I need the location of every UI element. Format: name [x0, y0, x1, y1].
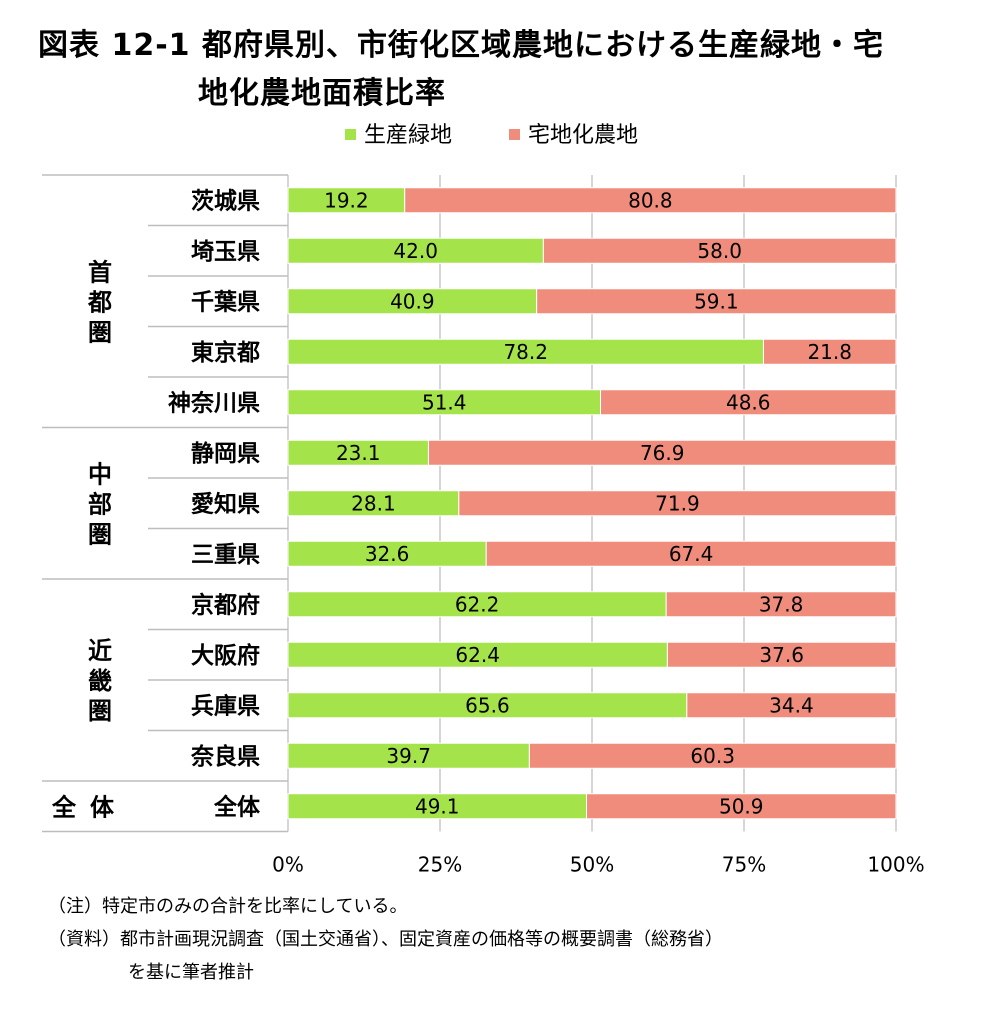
legend-label-green: 生産緑地	[364, 123, 453, 148]
bar-segment	[287, 793, 588, 820]
group-label-char: 圏	[88, 318, 112, 346]
x-tick-label: 50%	[570, 853, 614, 877]
bar-segment	[287, 187, 406, 214]
data-label: 42.0	[393, 239, 438, 263]
data-label: 37.6	[759, 643, 804, 667]
legend-item-green: 生産緑地	[345, 118, 452, 154]
source-text-2: を基に筆者推計	[128, 962, 254, 983]
data-label: 62.2	[455, 592, 500, 616]
x-tick-label: 100%	[867, 853, 924, 877]
chart-title: 図表 12-1 都府県別、市街化区域農地における生産緑地・宅 地化農地面積比率	[38, 22, 884, 118]
bar-segment	[287, 237, 544, 264]
bar-segment	[287, 540, 487, 567]
group-label-char: 中	[88, 460, 112, 488]
chart-plot: 0% 25% 50% 75% 100% 19.2 80.8 茨城県 42.0 58.0 埼玉県 40.…	[42, 174, 925, 877]
category-label: 東京都	[191, 339, 260, 366]
data-label: 60.3	[690, 744, 735, 768]
data-label: 21.8	[807, 340, 852, 364]
bar-segment	[287, 389, 602, 416]
data-label: 71.9	[655, 491, 700, 515]
category-label: 三重県	[191, 542, 260, 568]
data-label: 59.1	[694, 289, 739, 313]
data-label: 58.0	[697, 239, 742, 263]
category-label: 全体	[213, 793, 261, 820]
bar-segment	[600, 389, 897, 416]
bar-segment	[458, 490, 897, 517]
data-label: 39.7	[386, 744, 431, 768]
x-tick-label: 0%	[272, 853, 304, 877]
data-label: 76.9	[640, 441, 685, 465]
bar-segment	[287, 338, 764, 365]
group-label-char: 都	[87, 288, 112, 316]
category-label: 大阪府	[191, 642, 260, 669]
group-label-char: 畿	[88, 667, 112, 695]
bar-segment	[528, 742, 897, 769]
data-label: 67.4	[669, 542, 714, 566]
data-label: 62.4	[455, 643, 500, 667]
bar-segment	[542, 237, 897, 264]
group-label-char: 圏	[88, 520, 112, 548]
legend-swatch-green	[345, 128, 356, 140]
data-label: 28.1	[351, 491, 396, 515]
category-label: 愛知県	[191, 490, 260, 517]
group-label-char: 圏	[88, 697, 112, 725]
x-tick-label: 25%	[418, 853, 462, 877]
bar-segment	[404, 187, 897, 214]
legend-label-red: 宅地化農地	[528, 123, 639, 148]
data-label: 19.2	[324, 188, 369, 212]
bar-segment	[665, 591, 897, 618]
legend: 生産緑地 宅地化農地	[0, 118, 986, 154]
group-label-char: 部	[88, 490, 112, 518]
data-label: 23.1	[336, 441, 381, 465]
data-label: 49.1	[415, 794, 460, 818]
category-label: 京都府	[191, 591, 260, 618]
bar-segment	[427, 439, 897, 466]
category-label: 兵庫県	[191, 692, 260, 719]
bar-segment	[666, 641, 897, 668]
bar-segment	[287, 439, 429, 466]
bar-segment	[536, 288, 897, 315]
data-label: 48.6	[726, 390, 771, 414]
data-label: 40.9	[390, 289, 435, 313]
bar-segment	[485, 540, 897, 567]
category-label: 千葉県	[191, 289, 260, 315]
chart-title-line2: 地化農地面積比率	[198, 76, 446, 111]
data-label: 51.4	[422, 390, 467, 414]
group-label-char: 近	[88, 637, 112, 665]
category-label: 静岡県	[191, 440, 260, 467]
category-label: 埼玉県	[191, 239, 260, 265]
notes: （注）特定市のみの合計を比率にしている。 （資料）都市計画現況調査（国土交通省）…	[48, 890, 723, 989]
category-label: 茨城県	[191, 187, 260, 214]
bar-segment	[686, 692, 897, 719]
bar-segment	[287, 742, 530, 769]
bar-segment	[762, 338, 897, 365]
data-label: 37.8	[759, 592, 804, 616]
category-label: 奈良県	[190, 743, 260, 770]
data-label: 78.2	[503, 340, 548, 364]
data-label: 50.9	[719, 794, 764, 818]
data-label: 65.6	[465, 693, 510, 717]
chart-title-line1: 図表 12-1 都府県別、市街化区域農地における生産緑地・宅	[38, 28, 884, 63]
category-label: 神奈川県	[168, 389, 260, 416]
bar-segment	[287, 288, 538, 315]
data-label: 80.8	[628, 188, 673, 212]
legend-swatch-red	[509, 128, 520, 140]
bar-segment	[287, 692, 688, 719]
source-text-1: （資料）都市計画現況調査（国土交通省）、固定資産の価格等の概要調書（総務省）	[48, 929, 723, 950]
note-text: （注）特定市のみの合計を比率にしている。	[48, 896, 408, 917]
group-label-char: 首	[88, 258, 112, 286]
legend-item-red: 宅地化農地	[509, 118, 638, 154]
bar-segment	[287, 490, 460, 517]
data-label: 32.6	[365, 542, 410, 566]
x-tick-label: 75%	[722, 853, 766, 877]
group-label: 全体	[51, 793, 128, 821]
bar-segment	[586, 793, 897, 820]
data-label: 34.4	[769, 693, 814, 717]
bar-segment	[287, 641, 668, 668]
